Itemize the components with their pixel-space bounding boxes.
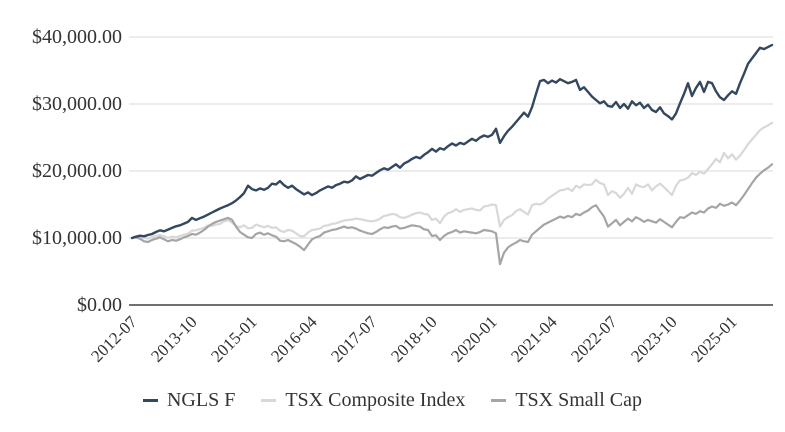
legend-marker-icon: [261, 399, 277, 402]
legend-item-tsx-small-cap: TSX Small Cap: [491, 389, 642, 412]
legend-item-ngls-f: NGLS F: [142, 389, 236, 412]
legend: NGLS F TSX Composite Index TSX Small Cap: [0, 389, 785, 412]
legend-label: NGLS F: [166, 389, 236, 411]
tsx-small-cap-line: [130, 163, 774, 266]
legend-item-tsx-composite-index: TSX Composite Index: [261, 389, 465, 412]
legend-label: TSX Composite Index: [285, 389, 466, 411]
tsx-composite-index-line: [130, 121, 774, 240]
ngls-f-line: [130, 43, 774, 240]
y-tick-label: $30,000.00: [32, 93, 122, 115]
legend-label: TSX Small Cap: [515, 389, 643, 411]
y-tick-label: $10,000.00: [32, 227, 122, 249]
legend-marker-icon: [491, 399, 507, 402]
y-tick-label: $20,000.00: [32, 160, 122, 182]
y-tick-label: $0.00: [77, 294, 122, 316]
y-tick-label: $40,000.00: [32, 26, 122, 48]
legend-marker-icon: [142, 399, 158, 402]
